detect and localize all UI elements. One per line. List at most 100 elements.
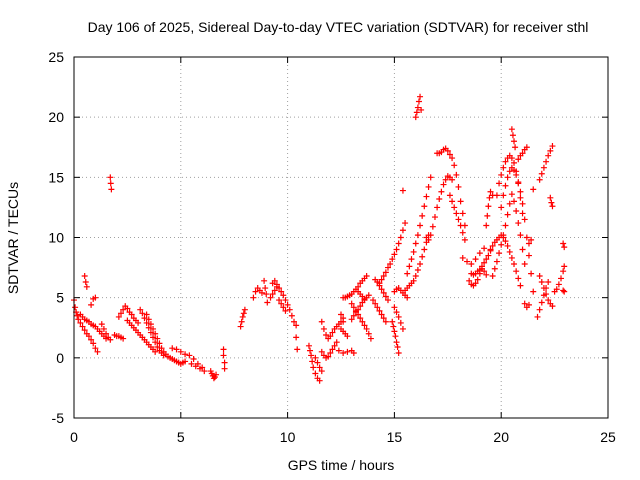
- data-point: [447, 192, 453, 198]
- data-point: [222, 366, 228, 372]
- data-point: [460, 255, 466, 261]
- y-tick-label: 15: [48, 169, 64, 185]
- data-point: [511, 138, 517, 144]
- data-point: [561, 289, 567, 295]
- data-point: [458, 222, 464, 228]
- data-point: [239, 319, 245, 325]
- data-point: [72, 304, 78, 310]
- data-point: [406, 263, 412, 269]
- data-point: [543, 159, 549, 165]
- data-point: [436, 196, 442, 202]
- data-point: [238, 324, 244, 330]
- x-tick-label: 25: [600, 429, 616, 445]
- data-point: [483, 222, 489, 228]
- data-point: [502, 222, 508, 228]
- data-point: [398, 320, 404, 326]
- data-point: [306, 343, 312, 349]
- data-point: [400, 188, 406, 194]
- data-point: [222, 360, 228, 366]
- x-tick-label: 20: [493, 429, 509, 445]
- data-point: [530, 186, 536, 192]
- data-point: [88, 302, 94, 308]
- data-point: [107, 174, 113, 180]
- y-tick-label: 0: [56, 350, 64, 366]
- data-point: [515, 179, 521, 185]
- data-point: [108, 180, 114, 186]
- data-point: [416, 99, 422, 105]
- data-point: [389, 319, 395, 325]
- data-point: [517, 283, 523, 289]
- data-point: [242, 307, 248, 313]
- data-point: [509, 191, 515, 197]
- data-point: [492, 266, 498, 272]
- data-point: [498, 242, 504, 248]
- data-point: [82, 273, 88, 279]
- data-point: [455, 184, 461, 190]
- data-point: [309, 358, 315, 364]
- x-tick-label: 0: [70, 429, 78, 445]
- data-point: [421, 247, 427, 253]
- data-point: [451, 162, 457, 168]
- data-point: [391, 328, 397, 334]
- y-tick-label: 10: [48, 230, 64, 246]
- data-point: [505, 212, 511, 218]
- data-point: [490, 273, 496, 279]
- data-point: [321, 326, 327, 332]
- chart-canvas: Day 106 of 2025, Sidereal Day-to-day VTE…: [0, 0, 640, 480]
- x-tick-label: 10: [280, 429, 296, 445]
- data-point: [560, 241, 566, 247]
- data-point: [74, 313, 80, 319]
- data-point: [522, 216, 528, 222]
- y-axis-label: SDTVAR / TECUs: [5, 182, 21, 294]
- data-point: [423, 194, 429, 200]
- data-point: [344, 349, 350, 355]
- x-tick-label: 5: [177, 429, 185, 445]
- data-point: [294, 346, 300, 352]
- data-point: [517, 189, 523, 195]
- data-point: [460, 230, 466, 236]
- data-point: [510, 132, 516, 138]
- data-point: [558, 275, 564, 281]
- data-point: [310, 364, 316, 370]
- data-point: [417, 94, 423, 100]
- data-point: [250, 295, 256, 301]
- y-tick-label: 5: [56, 290, 64, 306]
- data-point: [561, 263, 567, 269]
- chart-title: Day 106 of 2025, Sidereal Day-to-day VTE…: [88, 19, 589, 35]
- data-point: [485, 203, 491, 209]
- data-point: [398, 235, 404, 241]
- data-point: [413, 114, 419, 120]
- data-point: [453, 210, 459, 216]
- data-point: [509, 126, 515, 132]
- data-point: [520, 201, 526, 207]
- data-point: [549, 203, 555, 209]
- data-point: [84, 284, 90, 290]
- data-point: [390, 324, 396, 330]
- data-point: [517, 195, 523, 201]
- data-point: [262, 285, 268, 291]
- data-point: [428, 174, 434, 180]
- data-point: [396, 241, 402, 247]
- data-point: [430, 224, 436, 230]
- data-point: [392, 333, 398, 339]
- data-point: [537, 177, 543, 183]
- data-point: [513, 268, 519, 274]
- data-point: [539, 279, 545, 285]
- data-point: [289, 313, 295, 319]
- data-point: [507, 249, 513, 255]
- data-point: [498, 172, 504, 178]
- data-point: [83, 279, 89, 285]
- data-point: [264, 299, 270, 305]
- data-point: [419, 254, 425, 260]
- data-point: [438, 189, 444, 195]
- data-point: [539, 171, 545, 177]
- data-point: [560, 287, 566, 293]
- data-point: [455, 216, 461, 222]
- data-point: [396, 350, 402, 356]
- data-point: [415, 232, 421, 238]
- y-tick-label: -5: [52, 410, 65, 426]
- y-tick-label: 25: [48, 49, 64, 65]
- data-point: [547, 195, 553, 201]
- data-point: [481, 245, 487, 251]
- data-point: [539, 299, 545, 305]
